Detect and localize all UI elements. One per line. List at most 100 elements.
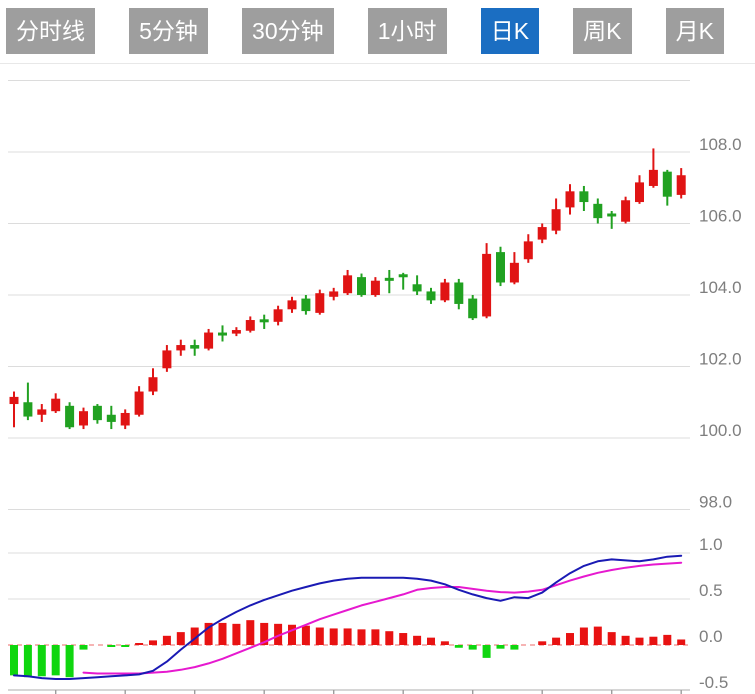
candle-body <box>65 405 75 428</box>
candle <box>635 175 644 204</box>
candle-body <box>37 409 47 415</box>
candle-body <box>9 396 19 405</box>
macd-bar <box>315 627 324 645</box>
candle-body <box>176 345 186 351</box>
candle <box>370 277 380 297</box>
candle-body <box>579 191 589 203</box>
candle-body <box>412 284 422 292</box>
price-grid <box>8 80 690 510</box>
macd-grid <box>8 552 690 646</box>
macd-bar <box>343 628 352 645</box>
candle <box>176 339 186 356</box>
candle-body <box>357 277 366 295</box>
candle <box>593 198 603 224</box>
macd-bar <box>593 626 602 645</box>
tab-1hour[interactable]: 1小时 <box>367 8 447 54</box>
candle <box>412 275 422 295</box>
candle-body <box>426 291 436 301</box>
candle <box>301 295 311 315</box>
macd-bar <box>510 645 519 650</box>
macd-bar <box>538 641 547 645</box>
macd-bar <box>135 643 144 645</box>
x-axis <box>8 689 690 694</box>
candle-body <box>134 391 144 415</box>
candle-body <box>120 412 130 426</box>
candle <box>231 327 241 337</box>
candle <box>65 402 75 430</box>
candle-body <box>92 405 102 421</box>
macd-bar <box>607 632 616 645</box>
candle <box>273 305 283 326</box>
candle-body <box>204 332 214 349</box>
price-axis-labels: 108.0 106.0 104.0 102.0 100.0 98.0 <box>699 135 742 512</box>
macd-bar <box>371 629 380 645</box>
macd-bar <box>260 622 269 645</box>
candle-body <box>509 262 519 283</box>
candle-body <box>523 241 533 260</box>
macd-bar <box>162 635 171 645</box>
tab-monthly-k[interactable]: 月K <box>665 8 724 54</box>
macd-bar <box>37 645 46 677</box>
candle-body <box>648 169 658 186</box>
price-label: 108.0 <box>699 135 742 154</box>
candle-body <box>607 213 617 217</box>
tab-30min[interactable]: 30分钟 <box>242 8 334 54</box>
candle <box>120 409 130 430</box>
macd-bar <box>413 635 422 645</box>
candle <box>259 314 269 329</box>
macd-bar <box>454 645 463 648</box>
candle <box>496 246 505 287</box>
candle-body <box>440 282 450 301</box>
candle-body <box>231 330 241 334</box>
candle <box>426 287 436 304</box>
candle-body <box>148 377 158 392</box>
tab-weekly-k[interactable]: 周K <box>573 8 632 54</box>
candle-body <box>245 320 255 331</box>
candle <box>204 328 214 351</box>
candle-body <box>496 252 505 283</box>
macd-bar <box>51 645 60 676</box>
price-label: 106.0 <box>699 207 742 226</box>
candle <box>329 287 339 301</box>
candles-group <box>9 148 686 430</box>
macd-bar <box>385 631 394 645</box>
macd-bar <box>357 629 366 645</box>
candle <box>537 223 547 244</box>
candle-body <box>551 209 561 231</box>
macd-bar <box>482 645 491 658</box>
candle <box>37 404 47 422</box>
candle-body <box>593 203 603 219</box>
candle <box>676 168 686 199</box>
candle-body <box>398 274 408 278</box>
macd-bar <box>677 639 686 645</box>
macd-bar <box>663 634 672 645</box>
macd-bar <box>218 622 227 645</box>
candle <box>509 252 519 285</box>
candle-body <box>23 402 33 417</box>
candle <box>287 296 297 313</box>
candle-body <box>287 300 297 310</box>
candle <box>579 185 589 211</box>
candle <box>357 273 366 297</box>
candle-body <box>273 309 283 322</box>
macd-bar <box>552 637 561 645</box>
macd-bar <box>329 628 338 645</box>
macd-bar <box>649 636 658 645</box>
candle-body <box>106 414 116 422</box>
macd-bar <box>621 635 630 645</box>
candle <box>621 196 631 224</box>
candle-body <box>370 280 380 295</box>
macd-histogram <box>10 620 686 678</box>
tab-daily-k[interactable]: 日K <box>480 8 540 54</box>
candle <box>662 169 672 206</box>
tab-timeshare[interactable]: 分时线 <box>6 8 95 54</box>
tab-5min[interactable]: 5分钟 <box>129 8 208 54</box>
macd-bar <box>23 645 32 678</box>
candle-body <box>301 298 311 312</box>
candle <box>607 210 617 229</box>
candle <box>454 278 464 310</box>
candle <box>245 316 255 333</box>
macd-bar <box>635 637 644 645</box>
candle <box>106 405 116 430</box>
